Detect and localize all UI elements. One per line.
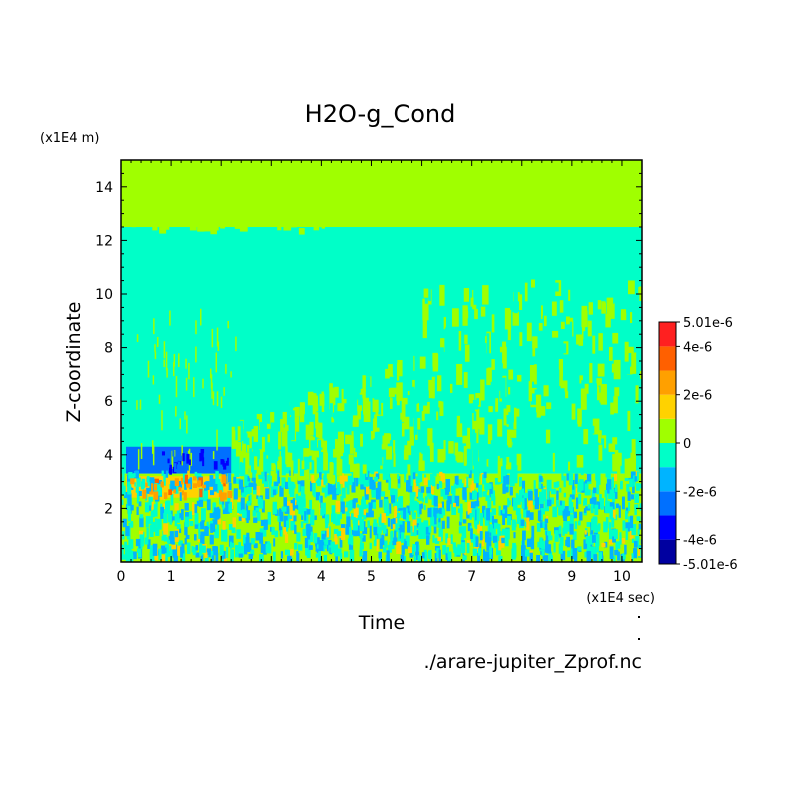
y-tick-label: 2 [104,501,113,517]
colorbar-swatch [659,443,676,468]
colorbar-swatch [659,322,676,347]
colorbar-label: 4e-6 [683,340,712,355]
x-tick-label: 10 [613,569,631,585]
colorbar-label: -4e-6 [683,534,717,549]
colorbar-swatch [659,418,676,443]
y-unit-label: (x1E4 m) [40,131,99,146]
x-tick-label: 6 [417,569,426,585]
colorbar-swatch [659,515,676,540]
x-tick-label: 1 [167,569,176,585]
heatmap-region-2 [121,160,642,227]
x-tick-label: 8 [517,569,526,585]
y-tick-label: 4 [104,448,113,464]
colorbar-swatch [659,539,676,564]
x-tick-label: 0 [117,569,126,585]
colorbar-swatch [659,491,676,516]
heatmap-area [121,160,642,562]
y-axis-label: Z-coordinate [63,302,85,423]
colorbar-label: 5.01e-6 [683,316,733,331]
heatmap-texture [121,204,642,562]
chart-title: H2O-g_Cond [305,100,456,128]
x-unit-label: (x1E4 sec) [586,591,655,606]
y-tick-label: 10 [95,287,113,303]
colorbar-swatch [659,467,676,492]
x-tick-label: 7 [467,569,476,585]
colorbar-swatch [659,346,676,371]
y-tick-label: 6 [104,394,113,410]
y-tick-label: 14 [95,180,113,196]
x-tick-label: 2 [217,569,226,585]
colorbar-label: 2e-6 [683,389,712,404]
source-file-label: ./arare-jupiter_Zprof.nc [423,651,642,673]
colorbar-label: -5.01e-6 [683,558,738,573]
x-axis-label: Time [358,612,406,634]
colorbar-label: -2e-6 [683,485,717,500]
y-tick-label: 8 [104,341,113,357]
x-tick-label: 9 [567,569,576,585]
marker-dots [638,616,640,640]
y-tick-label: 12 [95,233,113,249]
x-tick-label: 3 [267,569,276,585]
x-tick-label: 5 [367,569,376,585]
colorbar-label: 0 [683,437,691,452]
x-tick-label: 4 [317,569,326,585]
colorbar: 5.01e-6 4e-6 2e-6 0 -2e-6 -4e-6 -5.01e-6 [658,316,738,573]
colorbar-swatch [659,394,676,419]
colorbar-swatch [659,370,676,395]
